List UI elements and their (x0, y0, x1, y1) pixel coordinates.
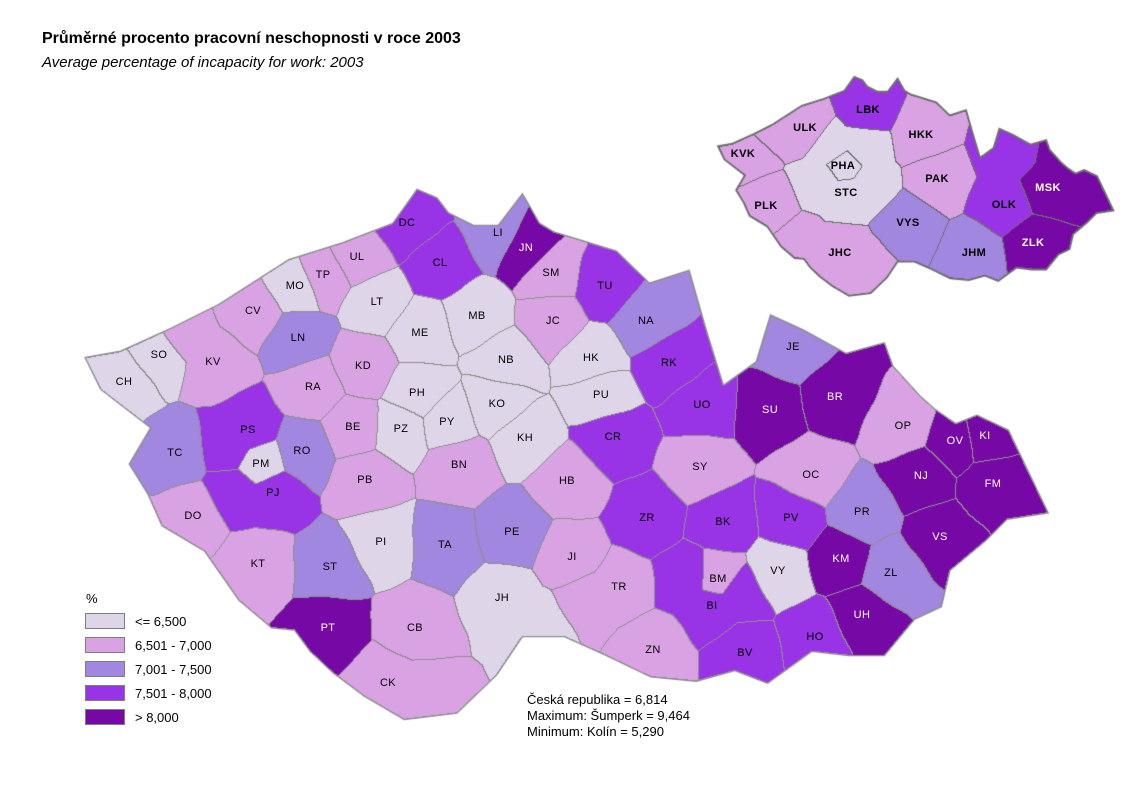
legend-row-4: > 8,000 (85, 709, 212, 725)
legend-swatch-1 (85, 637, 125, 653)
legend-row-0: <= 6,500 (85, 613, 212, 629)
legend: % <= 6,500 6,501 - 7,000 7,001 - 7,500 7,50… (85, 591, 212, 733)
legend-label-3: 7,501 - 8,000 (135, 685, 212, 701)
summary-stats: Česká republika = 6,814 Maximum: Šumperk… (527, 692, 690, 740)
legend-label-0: <= 6,500 (135, 613, 187, 629)
legend-row-3: 7,501 - 8,000 (85, 685, 212, 701)
stat-maximum: Maximum: Šumperk = 9,464 (527, 708, 690, 723)
stat-country-average: Česká republika = 6,814 (527, 692, 668, 707)
legend-unit-label: % (86, 591, 98, 606)
legend-swatch-0 (85, 613, 125, 629)
legend-label-2: 7,001 - 7,500 (135, 661, 212, 677)
legend-swatch-3 (85, 685, 125, 701)
legend-rows: <= 6,500 6,501 - 7,000 7,001 - 7,500 7,501 … (85, 613, 212, 725)
legend-label-4: > 8,000 (135, 709, 179, 725)
legend-row-2: 7,001 - 7,500 (85, 661, 212, 677)
legend-swatch-4 (85, 709, 125, 725)
stat-minimum: Minimum: Kolín = 5,290 (527, 724, 664, 739)
legend-row-1: 6,501 - 7,000 (85, 637, 212, 653)
legend-swatch-2 (85, 661, 125, 677)
legend-label-1: 6,501 - 7,000 (135, 637, 212, 653)
